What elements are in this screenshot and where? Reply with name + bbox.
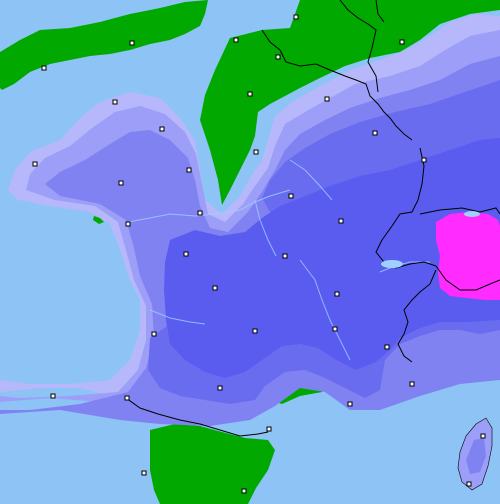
- city-markers: [32, 14, 486, 494]
- national-borders: [125, 0, 500, 437]
- city-marker: [32, 161, 38, 167]
- city-marker: [186, 167, 192, 173]
- lake-geneva: [381, 260, 403, 268]
- city-marker: [384, 344, 390, 350]
- city-marker: [466, 481, 472, 487]
- city-marker: [288, 193, 294, 199]
- city-marker: [125, 221, 131, 227]
- benelux-landmass: [200, 0, 500, 205]
- alps-extreme-field: [436, 212, 500, 300]
- city-marker: [409, 381, 415, 387]
- city-marker: [253, 149, 259, 155]
- city-marker: [332, 326, 338, 332]
- city-marker: [347, 401, 353, 407]
- city-marker: [183, 251, 189, 257]
- spain-landmass: [150, 424, 275, 504]
- corsica-inner: [466, 438, 486, 474]
- city-marker: [159, 126, 165, 132]
- city-marker: [293, 14, 299, 20]
- city-marker: [252, 328, 258, 334]
- city-marker: [151, 331, 157, 337]
- city-marker: [324, 96, 330, 102]
- lake-constance: [464, 211, 480, 217]
- city-marker: [241, 488, 247, 494]
- city-marker: [41, 65, 47, 71]
- city-marker: [124, 395, 130, 401]
- city-marker: [275, 54, 281, 60]
- city-marker: [233, 37, 239, 43]
- city-marker: [480, 433, 486, 439]
- field-band-5: [164, 138, 500, 378]
- city-marker: [282, 253, 288, 259]
- city-marker: [118, 180, 124, 186]
- city-marker: [266, 426, 272, 432]
- city-marker: [112, 99, 118, 105]
- ile-de-re: [93, 216, 104, 224]
- city-marker: [50, 393, 56, 399]
- city-marker: [129, 40, 135, 46]
- city-marker: [141, 470, 147, 476]
- city-marker: [217, 385, 223, 391]
- city-marker: [421, 157, 427, 163]
- city-marker: [372, 130, 378, 136]
- city-marker: [399, 39, 405, 45]
- city-marker: [212, 285, 218, 291]
- city-marker: [334, 291, 340, 297]
- city-marker: [197, 210, 203, 216]
- city-marker: [338, 218, 344, 224]
- england-landmass: [0, 0, 208, 90]
- rivers: [127, 159, 430, 361]
- city-marker: [247, 91, 253, 97]
